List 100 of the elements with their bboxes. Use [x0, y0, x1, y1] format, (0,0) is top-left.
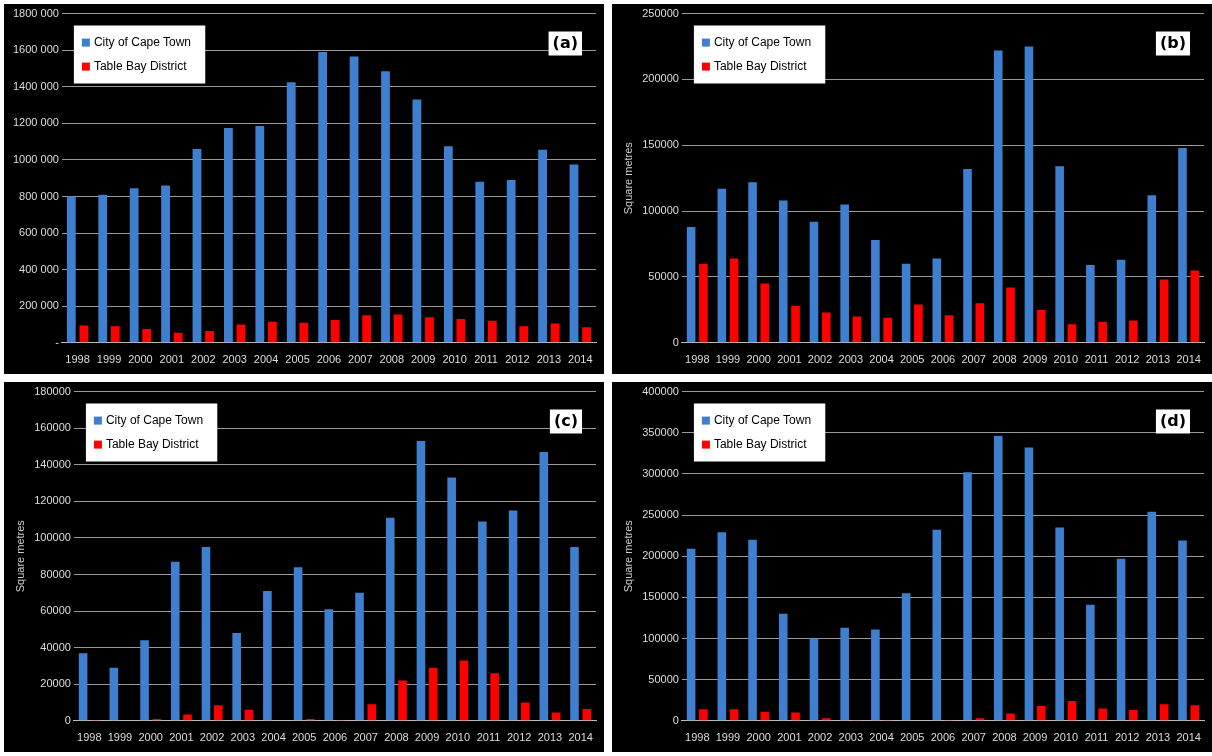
bar	[201, 547, 211, 721]
bar	[393, 314, 403, 343]
x-tick-label: 2007	[348, 353, 373, 366]
bar	[330, 319, 340, 343]
bar	[140, 640, 149, 721]
bar	[821, 312, 831, 343]
bar	[699, 263, 708, 343]
y-tick-label: 800 000	[19, 189, 59, 202]
y-tick-label: 160000	[34, 421, 71, 434]
y-tick-label: 50000	[648, 269, 679, 282]
bar	[161, 185, 170, 343]
y-tick-label: 200000	[642, 549, 679, 562]
y-tick-label: -	[55, 335, 60, 348]
y-tick-label: 100000	[642, 631, 679, 644]
bar	[852, 316, 862, 343]
x-tick-label: 2002	[807, 731, 833, 744]
y-tick-label: 250000	[642, 508, 679, 521]
x-tick-label: 2012	[505, 353, 530, 366]
legend-label: City of Cape Town	[105, 412, 204, 427]
bar	[428, 667, 438, 721]
bar	[213, 705, 223, 721]
x-tick-label: 2009	[410, 353, 436, 366]
bar	[521, 702, 530, 721]
x-tick-label: 2007	[961, 731, 986, 744]
bar	[840, 627, 849, 721]
bar	[1147, 195, 1157, 343]
x-tick-label: 2014	[568, 353, 593, 366]
bar	[1067, 701, 1077, 721]
bar	[539, 451, 549, 721]
x-tick-label: 1998	[685, 353, 710, 366]
bar	[381, 71, 390, 343]
y-tick-label: 1000 000	[12, 152, 59, 165]
bar	[286, 82, 296, 343]
x-tick-label: 2011	[1084, 731, 1109, 744]
y-tick-label: 0	[672, 335, 679, 348]
bar	[183, 714, 192, 721]
bar	[778, 613, 788, 721]
x-tick-label: 2013	[536, 353, 562, 366]
x-tick-label: 2003	[838, 731, 864, 744]
legend-label: City of Cape Town	[713, 412, 812, 427]
bar	[1190, 705, 1200, 721]
bar	[224, 127, 233, 343]
x-tick-label: 2008	[992, 731, 1017, 744]
bar	[550, 323, 560, 343]
bar	[508, 510, 518, 721]
x-tick-label: 2007	[353, 731, 378, 744]
y-tick-label: 1800 000	[12, 6, 59, 19]
x-tick-label: 2000	[746, 353, 771, 366]
bar	[459, 660, 469, 721]
bar	[717, 532, 727, 721]
bar	[1098, 321, 1107, 343]
x-tick-label: 2010	[442, 353, 467, 366]
x-tick-label: 2003	[838, 353, 864, 366]
x-tick-label: 2001	[777, 353, 802, 366]
y-tick-label: 400 000	[19, 262, 59, 275]
bar	[1098, 708, 1107, 721]
x-tick-label: 2011	[474, 353, 498, 366]
x-tick-label: 1999	[715, 353, 741, 366]
bar	[686, 226, 696, 343]
y-tick-label: 50000	[648, 672, 679, 685]
bar	[840, 204, 849, 343]
x-tick-label: 2010	[1053, 731, 1079, 744]
bar	[760, 283, 770, 343]
bar	[1036, 309, 1046, 343]
bar	[109, 667, 119, 721]
bar	[791, 305, 800, 343]
bar	[1055, 166, 1064, 343]
bar	[447, 477, 456, 721]
bar	[487, 320, 497, 343]
bar	[1086, 604, 1095, 721]
y-axis-title: Square metres	[621, 519, 634, 593]
bar	[582, 327, 591, 343]
x-tick-label: 2006	[322, 731, 348, 744]
x-tick-label: 2014	[1176, 353, 1201, 366]
bar	[519, 326, 529, 343]
y-tick-label: 200 000	[19, 299, 59, 312]
bar	[205, 330, 214, 343]
bar	[1159, 704, 1169, 721]
x-tick-label: 2003	[230, 731, 256, 744]
bar	[98, 194, 108, 343]
y-tick-label: 150000	[642, 138, 679, 151]
x-tick-label: 2005	[285, 353, 310, 366]
x-tick-label: 2010	[1053, 353, 1079, 366]
bar	[1178, 540, 1187, 721]
bar	[192, 148, 202, 343]
y-tick-label: 180000	[34, 384, 71, 397]
x-tick-label: 2013	[1145, 731, 1171, 744]
x-tick-label: 2000	[138, 731, 163, 744]
bar	[412, 99, 422, 343]
annotation: (d)	[1159, 410, 1186, 430]
bar	[570, 547, 579, 721]
y-tick-label: 150000	[642, 590, 679, 603]
y-tick-label: 80000	[40, 567, 71, 580]
y-tick-label: 1200 000	[12, 116, 59, 129]
bar	[729, 709, 739, 721]
bar	[963, 168, 972, 343]
bar	[729, 258, 739, 343]
x-tick-label: 1998	[685, 731, 710, 744]
x-tick-label: 2000	[746, 731, 771, 744]
bar	[748, 539, 757, 721]
